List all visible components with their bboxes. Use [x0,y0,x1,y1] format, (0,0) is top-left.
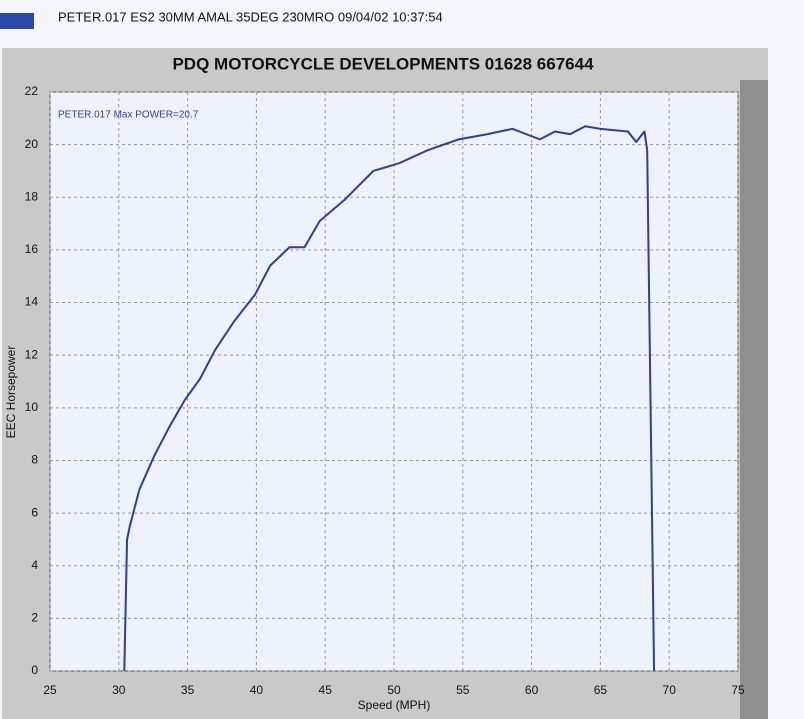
y-tick-label: 10 [25,400,39,414]
y-tick-label: 18 [25,189,39,203]
data-line [123,125,656,672]
x-tick-label: 25 [43,683,57,697]
y-tick-label: 20 [25,137,39,151]
x-tick-label: 60 [525,683,539,697]
x-tick-label: 55 [456,683,470,697]
y-tick-label: 12 [25,347,39,361]
x-tick-label: 40 [250,683,264,697]
x-tick-label: 30 [112,683,126,697]
panel-shadow [740,80,768,719]
x-tick-label: 75 [731,683,745,697]
annotation: PETER.017 Max POWER=20.7 [58,110,199,121]
x-tick-label: 45 [319,683,333,697]
x-tick-label: 35 [181,683,195,697]
x-tick-label: 70 [663,683,677,697]
y-tick-label: 8 [31,453,38,467]
header: PETER.017 ES2 30MM AMAL 35DEG 230MRO 09/… [58,9,443,24]
y-tick-label: 16 [25,242,39,256]
y-tick-label: 22 [25,84,39,98]
x-tick-label: 50 [387,683,401,697]
x-axis-label: Speed (MPH) [358,698,431,712]
y-tick-label: 0 [31,663,38,677]
y-tick-label: 6 [31,505,38,519]
y-tick-label: 4 [31,558,38,572]
y-tick-label: 2 [31,611,38,625]
x-tick-label: 65 [594,683,608,697]
y-axis-label: EEC Horsepower [4,346,18,439]
y-tick-label: 14 [25,295,39,309]
chart-title: PDQ MOTORCYCLE DEVELOPMENTS 01628 667644 [172,54,594,73]
header-marker [0,13,34,29]
